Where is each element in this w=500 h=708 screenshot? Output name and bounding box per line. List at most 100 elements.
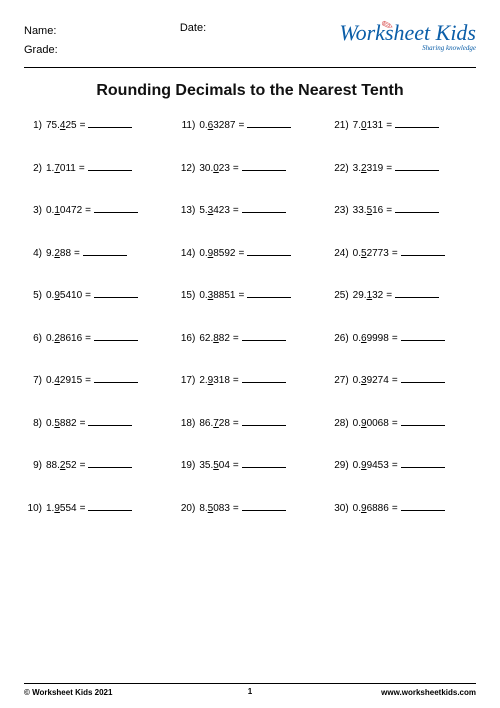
answer-blank[interactable] <box>94 203 138 213</box>
equals-sign: = <box>238 290 244 301</box>
equals-sign: = <box>392 333 398 344</box>
problem-row: 29)0.99453= <box>331 458 476 471</box>
answer-blank[interactable] <box>88 416 132 426</box>
equals-sign: = <box>233 205 239 216</box>
problem-number: 3) <box>24 205 42 216</box>
problem-row: 3) 0.10472= <box>24 203 169 216</box>
answer-blank[interactable] <box>242 373 286 383</box>
equals-sign: = <box>80 120 86 131</box>
answer-blank[interactable] <box>88 161 132 171</box>
problem-row: 28)0.90068= <box>331 416 476 429</box>
problem-row: 7)0.42915= <box>24 373 169 386</box>
answer-blank[interactable] <box>242 501 286 511</box>
brand: ✎ Worksheet Kids Sharing knowledge <box>305 22 476 52</box>
problem-value: 8.5083 <box>199 503 230 514</box>
answer-blank[interactable] <box>242 416 286 426</box>
answer-blank[interactable] <box>401 331 445 341</box>
answer-blank[interactable] <box>242 161 286 171</box>
answer-blank[interactable] <box>395 161 439 171</box>
problem-row: 27)0.39274= <box>331 373 476 386</box>
problem-row: 19)35.504= <box>177 458 322 471</box>
answer-blank[interactable] <box>395 203 439 213</box>
problem-value: 0.90068 <box>353 418 389 429</box>
problem-row: 30)0.96886= <box>331 501 476 514</box>
problem-number: 4) <box>24 248 42 259</box>
name-label: Name: <box>24 22 180 41</box>
problem-value: 0.96886 <box>353 503 389 514</box>
answer-blank[interactable] <box>242 203 286 213</box>
equals-sign: = <box>85 333 91 344</box>
equals-sign: = <box>233 418 239 429</box>
answer-blank[interactable] <box>401 501 445 511</box>
problem-number: 9) <box>24 460 42 471</box>
problem-row: 22)3.2319= <box>331 161 476 174</box>
answer-blank[interactable] <box>88 501 132 511</box>
equals-sign: = <box>386 290 392 301</box>
equals-sign: = <box>233 375 239 386</box>
problem-number: 11) <box>177 120 195 131</box>
problem-value: 9.288 <box>46 248 71 259</box>
problem-row: 2)1.7011= <box>24 161 169 174</box>
problem-number: 30) <box>331 503 349 514</box>
equals-sign: = <box>80 460 86 471</box>
answer-blank[interactable] <box>88 458 132 468</box>
date-label: Date: <box>180 22 305 34</box>
problem-value: 2.9318 <box>199 375 230 386</box>
problem-value: 3.2319 <box>353 163 384 174</box>
answer-blank[interactable] <box>395 118 439 128</box>
problem-number: 2) <box>24 163 42 174</box>
answer-blank[interactable] <box>242 458 286 468</box>
equals-sign: = <box>392 460 398 471</box>
problem-value: 0.95410 <box>46 290 82 301</box>
problem-number: 8) <box>24 418 42 429</box>
grade-label: Grade: <box>24 41 180 60</box>
column-3: 21)7.0131=22)3.2319=23)33.516=24)0.52773… <box>331 118 476 683</box>
answer-blank[interactable] <box>247 118 291 128</box>
equals-sign: = <box>392 248 398 259</box>
equals-sign: = <box>386 163 392 174</box>
answer-blank[interactable] <box>401 416 445 426</box>
problem-row: 5)0.95410= <box>24 288 169 301</box>
problem-value: 0.52773 <box>353 248 389 259</box>
problem-row: 9)88.252= <box>24 458 169 471</box>
problem-row: 21)7.0131= <box>331 118 476 131</box>
answer-blank[interactable] <box>94 373 138 383</box>
equals-sign: = <box>238 120 244 131</box>
problem-value: 1.7011 <box>46 163 76 174</box>
problem-number: 17) <box>177 375 195 386</box>
problem-number: 5) <box>24 290 42 301</box>
problem-number: 10) <box>24 503 42 514</box>
problem-number: 16) <box>177 333 195 344</box>
problem-number: 21) <box>331 120 349 131</box>
column-2: 11)0.63287=12)30.023=13)5.3423=14)0.9859… <box>177 118 322 683</box>
problem-number: 23) <box>331 205 349 216</box>
problem-value: 0.10472 <box>46 205 82 216</box>
answer-blank[interactable] <box>401 373 445 383</box>
equals-sign: = <box>386 205 392 216</box>
answer-blank[interactable] <box>242 331 286 341</box>
equals-sign: = <box>233 503 239 514</box>
answer-blank[interactable] <box>83 246 127 256</box>
problem-value: 75.425 <box>46 120 77 131</box>
answer-blank[interactable] <box>94 288 138 298</box>
problem-number: 27) <box>331 375 349 386</box>
answer-blank[interactable] <box>247 288 291 298</box>
equals-sign: = <box>392 418 398 429</box>
answer-blank[interactable] <box>395 288 439 298</box>
page-title: Rounding Decimals to the Nearest Tenth <box>24 82 476 100</box>
answer-blank[interactable] <box>247 246 291 256</box>
problem-number: 20) <box>177 503 195 514</box>
equals-sign: = <box>80 418 86 429</box>
problem-value: 5.3423 <box>199 205 230 216</box>
problem-grid: 1)75.425=2)1.7011=3)0.10472=4)9.288=5)0.… <box>24 118 476 683</box>
answer-blank[interactable] <box>94 331 138 341</box>
answer-blank[interactable] <box>401 246 445 256</box>
answer-blank[interactable] <box>88 118 132 128</box>
problem-value: 62.882 <box>199 333 230 344</box>
header-mid: Date: <box>180 22 305 34</box>
answer-blank[interactable] <box>401 458 445 468</box>
equals-sign: = <box>85 205 91 216</box>
problem-row: 13)5.3423= <box>177 203 322 216</box>
problem-number: 12) <box>177 163 195 174</box>
problem-row: 26)0.69998= <box>331 331 476 344</box>
